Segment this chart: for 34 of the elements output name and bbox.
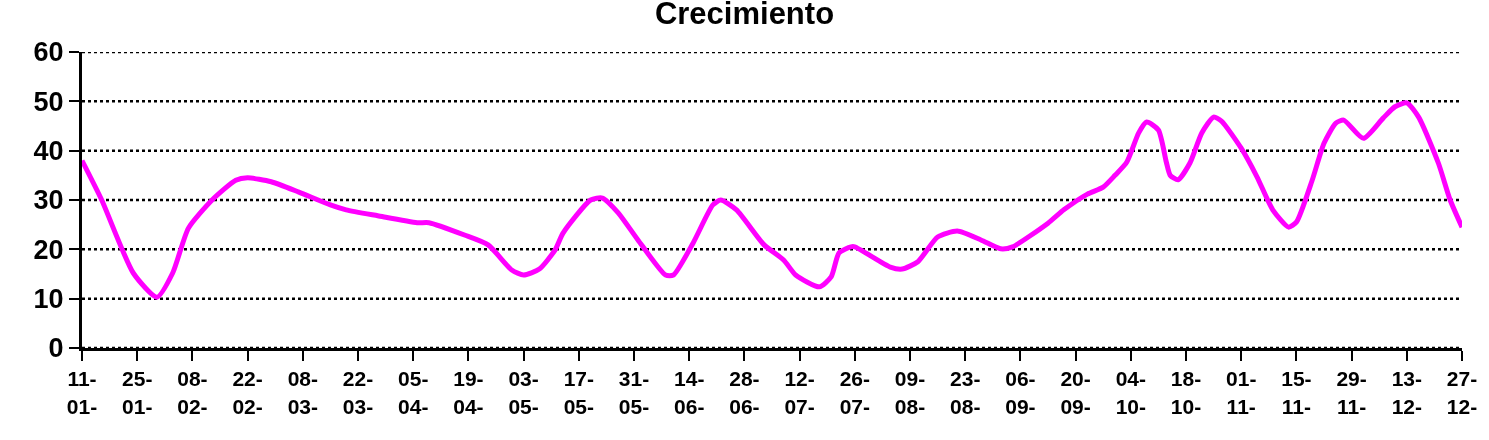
x-tick-label: 31- 05-: [618, 367, 650, 418]
x-tick-label: 23- 08-: [950, 367, 981, 418]
y-tick-label: 10: [33, 284, 64, 315]
x-tick-label: 04- 10-: [1115, 367, 1146, 418]
y-tick-label: 0: [48, 333, 64, 364]
x-tick-label: 08- 02-: [177, 367, 208, 418]
x-tick-label: 29- 11-: [1336, 367, 1367, 418]
x-tick-label: 27- 12-: [1446, 367, 1478, 418]
x-tick-label: 05- 04-: [398, 367, 429, 418]
y-tick-label: 60: [33, 37, 64, 68]
x-tick-label: 22- 02-: [232, 367, 263, 418]
chart-title: Crecimiento: [654, 0, 835, 31]
x-tick-label: 11- 01-: [66, 367, 98, 418]
x-tick-label: 25- 01-: [122, 367, 153, 418]
x-tick-label: 26- 07-: [839, 367, 870, 418]
x-tick-label: 08- 03-: [287, 367, 318, 418]
x-tick-label: 28- 06-: [729, 367, 760, 418]
x-tick-label: 01- 11-: [1226, 367, 1257, 418]
x-tick-label: 17- 05-: [563, 367, 594, 418]
y-tick-label: 40: [33, 136, 64, 167]
x-tick-label: 12- 07-: [784, 367, 815, 418]
y-tick-label: 20: [33, 234, 64, 265]
x-tick-label: 13- 12-: [1391, 367, 1422, 418]
x-tick-label: 20- 09-: [1060, 367, 1091, 418]
x-tick-label: 09- 08-: [894, 367, 926, 418]
x-tick-label: 14- 06-: [674, 367, 705, 418]
x-tick-label: 22- 03-: [342, 367, 374, 418]
x-tick-label: 19- 04-: [453, 367, 484, 418]
x-tick-label: 15- 11-: [1281, 367, 1312, 418]
x-tick-label: 18- 10-: [1170, 367, 1202, 418]
y-tick-label: 50: [33, 86, 64, 117]
x-tick-label: 06- 09-: [1005, 367, 1036, 418]
y-tick-label: 30: [33, 185, 64, 216]
x-tick-label: 03- 05-: [508, 367, 539, 418]
